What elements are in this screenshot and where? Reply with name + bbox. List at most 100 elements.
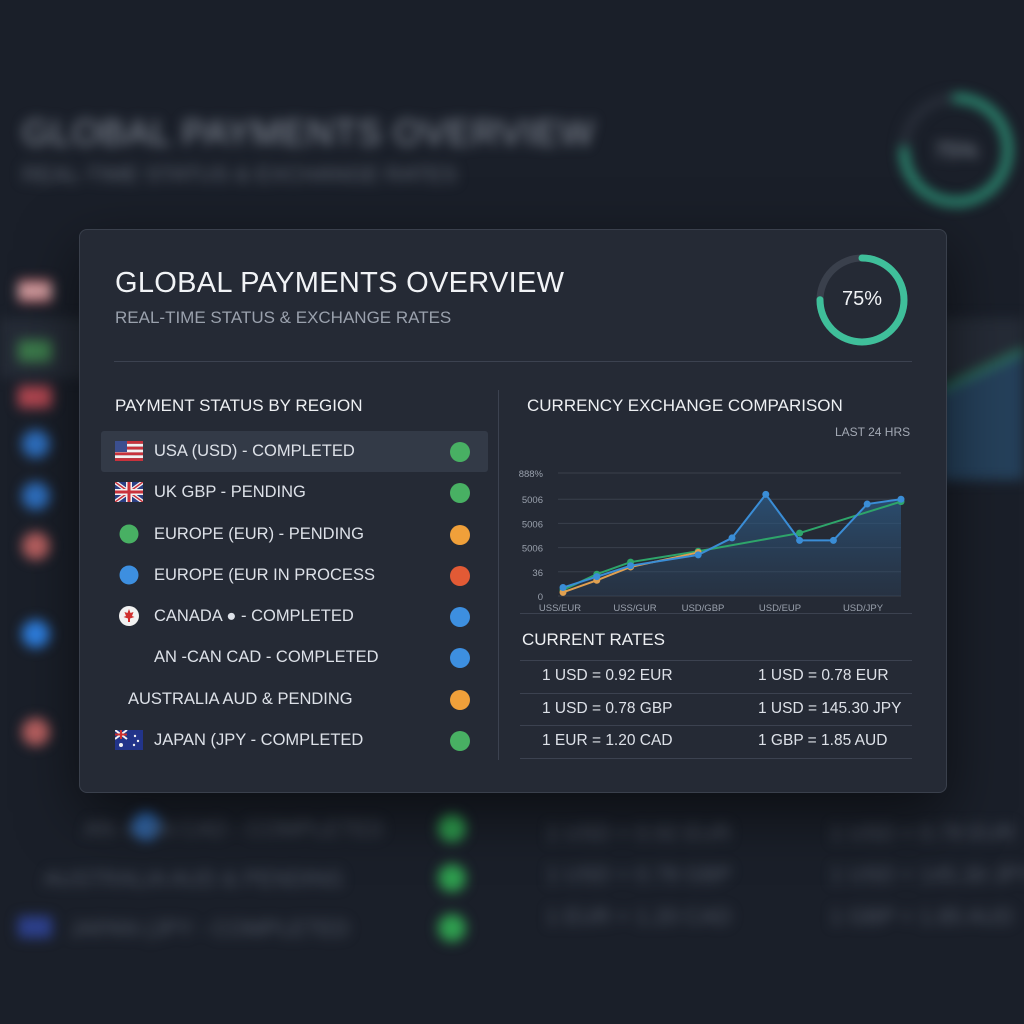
column-divider [498,390,499,760]
status-section-title: PAYMENT STATUS BY REGION [115,396,363,415]
background-dot-icon [438,864,466,892]
rate-cell: 1 GBP = 1.85 AUD [758,732,888,750]
exchange-section-title: CURRENCY EXCHANGE COMPARISON [527,396,843,415]
background-rate-text: 1 USD = 0.78 EUR [830,820,1016,845]
background-progress-ring [900,94,1012,206]
rate-cell: 1 USD = 0.78 GBP [542,699,673,717]
data-point [796,529,804,537]
status-indicator-dot [450,483,470,504]
background-dot-icon [22,718,50,746]
x-tick-label: USD/EUP [759,603,801,614]
y-tick-label: 5006 [522,519,543,530]
background-dot-icon [22,620,50,648]
rate-row: 1 USD = 0.78 GBP 1 USD = 145.30 JPY [520,692,912,726]
chart-divider [520,613,912,614]
y-tick-label: 5006 [522,495,543,506]
background-rate-text: 1 USD = 145.30 JPY [830,862,1024,887]
background-dot-icon [22,430,50,458]
status-label: JAPAN (JPY - COMPLETED [154,731,364,750]
data-point [762,490,770,498]
status-indicator-dot [450,442,470,462]
page-title: GLOBAL PAYMENTS OVERVIEW [115,267,565,299]
status-row[interactable]: EUROPE (EUR) - PENDING [101,514,488,555]
progress-ring [816,254,908,346]
background-row-text: JAPAN (JPY - COMPLETED [70,916,350,941]
background-dot-icon [438,914,466,942]
background-title: GLOBAL PAYMENTS OVERVIEW [22,112,595,153]
status-row[interactable]: AUSTRALIA AUD & PENDING [101,679,488,720]
status-indicator-dot [450,731,470,752]
rate-cell: 1 USD = 145.30 JPY [758,699,902,717]
status-row[interactable]: AN -CAN CAD - COMPLETED [101,637,488,678]
x-tick-label: USS/GUR [613,603,656,614]
series-line [562,492,902,589]
rate-row: 1 EUR = 1.20 CAD 1 GBP = 1.85 AUD [520,725,912,760]
rate-cell: 1 USD = 0.92 EUR [542,667,673,684]
background-progress-label: 75% [933,138,979,163]
x-tick-label: USS/EUR [539,603,581,614]
status-label: EUROPE (EUR IN PROCESS [154,565,375,584]
background-chart [940,348,1024,480]
data-point [694,551,702,559]
x-tick-label: USD/GBP [682,603,725,614]
rates-section-title: CURRENT RATES [522,630,665,649]
status-label: CANADA ● - COMPLETED [154,607,354,626]
data-point [559,588,567,596]
data-point [559,584,567,592]
blue-dot-icon [115,565,143,585]
status-row[interactable]: USA (USD) - COMPLETED [101,431,488,473]
background-flag-icon [18,386,52,408]
exchange-chart: 0 36 5006 5006 5006 888% USS/EUR USS/GUR USD/GBP… [519,469,905,614]
y-tick-label: 36 [532,568,543,579]
status-label: USA (USD) - COMPLETED [154,442,355,460]
status-indicator-dot [450,648,470,669]
background-rate-text: 1 EUR = 1.20 CAD [546,904,732,929]
status-indicator-dot [450,607,470,628]
data-point [593,573,601,581]
status-row[interactable]: JAPAN (JPY - COMPLETED [101,720,488,761]
status-indicator-dot [450,565,470,586]
background-rate-text: 1 USD = 0.92 EUR [546,820,732,845]
data-point [863,500,871,508]
background-subtitle: REAL-TIME STATUS & EXCHANGE RATES [22,162,458,187]
background-dot-icon [22,482,50,510]
y-tick-label: 0 [538,592,543,603]
background-flag-icon [18,280,52,302]
background-dot-icon [22,532,50,560]
background-flag-icon [18,916,52,938]
status-label: AUSTRALIA AUD & PENDING [128,689,353,708]
rates-table: 1 USD = 0.92 EUR 1 USD = 0.78 EUR 1 USD = … [520,660,912,760]
status-row[interactable]: UK GBP - PENDING [101,472,488,513]
range-label[interactable]: LAST 24 HRS [835,425,911,439]
payments-overview-card: GLOBAL PAYMENTS OVERVIEW REAL-TIME STATU… [79,229,947,793]
data-point [796,536,804,544]
australia-flag-icon [114,729,143,751]
rate-cell: 1 USD = 0.78 EUR [758,667,889,684]
background-dot-icon [132,812,160,840]
background-rate-text: 1 GBP = 1.85 AUD [830,904,1014,929]
rate-row: 1 USD = 0.92 EUR 1 USD = 0.78 EUR [520,660,912,693]
green-dot-icon [115,524,143,544]
status-label: UK GBP - PENDING [154,483,306,502]
page-subtitle: REAL-TIME STATUS & EXCHANGE RATES [115,308,452,327]
status-label: EUROPE (EUR) - PENDING [154,524,364,543]
data-point [728,534,736,542]
background-flag-icon [18,340,52,362]
status-row[interactable]: CANADA ● - COMPLETED [101,596,488,637]
status-row[interactable]: EUROPE (EUR IN PROCESS [101,555,488,596]
header-divider [114,361,912,362]
status-list: USA (USD) - COMPLETED UK GBP - PENDING EUR… [101,431,488,761]
uk-flag-icon [113,480,145,504]
series-line [562,500,902,591]
y-tick-label: 888% [519,469,544,480]
status-indicator-dot [450,524,470,545]
us-flag-icon [115,441,143,461]
background-rate-text: 1 USD = 0.78 GBP [546,862,732,887]
progress-label: 75% [841,288,883,310]
canada-flag-icon [115,606,143,627]
status-label: AN -CAN CAD - COMPLETED [154,648,379,667]
background-row-text: AN -CAN CAD - COMPLETED [84,816,384,841]
data-point [829,536,837,544]
x-tick-label: USD/JPY [843,603,884,614]
background-dot-icon [438,814,466,842]
